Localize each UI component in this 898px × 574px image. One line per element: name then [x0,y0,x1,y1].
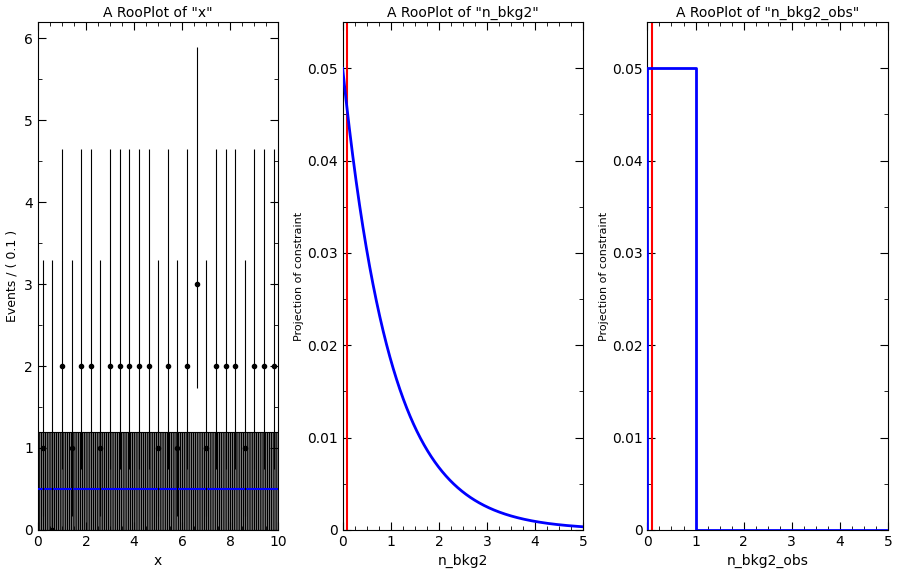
Y-axis label: Events / ( 0.1 ): Events / ( 0.1 ) [5,230,19,322]
Y-axis label: Projection of constraint: Projection of constraint [599,211,609,340]
Title: A RooPlot of "n_bkg2": A RooPlot of "n_bkg2" [387,6,539,20]
X-axis label: n_bkg2_obs: n_bkg2_obs [726,554,809,568]
Title: A RooPlot of "n_bkg2_obs": A RooPlot of "n_bkg2_obs" [676,6,859,20]
Y-axis label: Projection of constraint: Projection of constraint [295,211,304,340]
Title: A RooPlot of "x": A RooPlot of "x" [103,6,213,20]
X-axis label: x: x [154,554,163,568]
X-axis label: n_bkg2: n_bkg2 [437,554,489,568]
Bar [38,432,278,530]
